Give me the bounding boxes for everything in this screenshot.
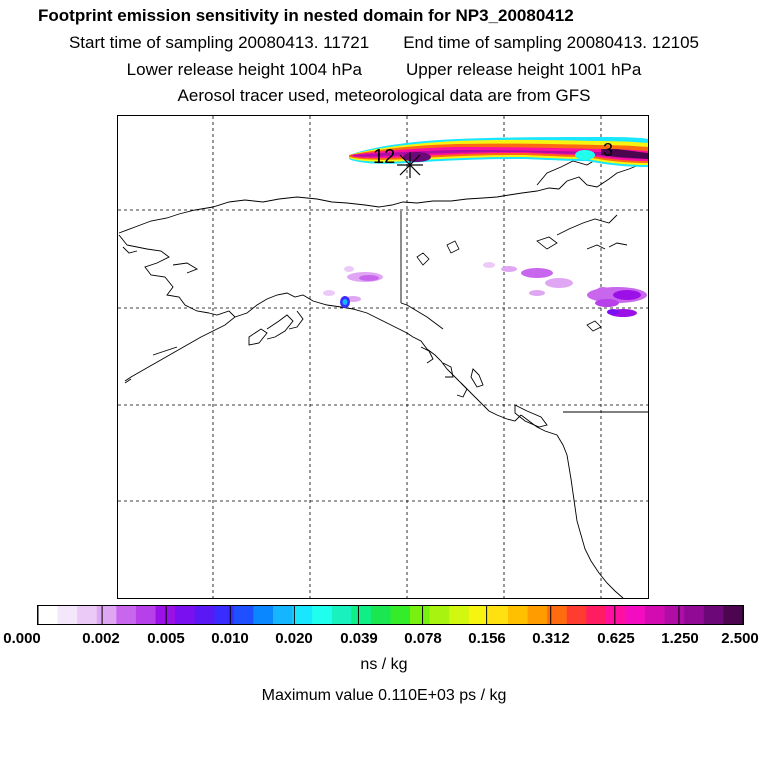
colorbar-swatch [96, 606, 117, 624]
colorbar-swatch [273, 606, 294, 624]
colorbar-swatch [684, 606, 705, 624]
map-panel: 12 3 [117, 115, 649, 599]
colorbar-swatch [508, 606, 529, 624]
sensitivity-blobs [323, 262, 647, 317]
colorbar-swatch [703, 606, 724, 624]
colorbar-tick-5: 0.039 [340, 630, 378, 647]
colorbar-swatch [664, 606, 685, 624]
colorbar-swatch [586, 606, 607, 624]
colorbar-tick-9: 0.625 [597, 630, 635, 647]
colorbar-swatch [566, 606, 587, 624]
colorbar-swatch [194, 606, 215, 624]
colorbar-units: ns / kg [360, 656, 408, 673]
colorbar-swatch [351, 606, 372, 624]
colorbar-tick-8: 0.312 [532, 630, 570, 647]
colorbar-swatch [57, 606, 78, 624]
colorbar-swatch [312, 606, 333, 624]
colorbar-swatch [625, 606, 646, 624]
release-marker [397, 152, 423, 178]
colorbar-swatch [390, 606, 411, 624]
lower-release-label: Lower release height 1004 hPa [126, 60, 362, 79]
colorbar-swatch [410, 606, 431, 624]
colorbar-frame [37, 605, 744, 625]
colorbar-tick-4: 0.020 [275, 630, 313, 647]
colorbar-swatch [645, 606, 666, 624]
colorbar-tick-7: 0.156 [468, 630, 506, 647]
colorbar-tick-1: 0.002 [82, 630, 120, 647]
tracer-note: Aerosol tracer used, meteorological data… [177, 86, 591, 105]
borders [400, 211, 648, 413]
lat-lon-grid [118, 116, 648, 598]
colorbar-swatch [253, 606, 274, 624]
colorbar-swatch [155, 606, 176, 624]
colorbar-swatch [292, 606, 313, 624]
end-time-label: End time of sampling 20080413. 12105 [403, 33, 700, 52]
colorbar-swatch [449, 606, 470, 624]
sampling-times: Start time of sampling 20080413. 11721 En… [0, 33, 768, 53]
release-heights: Lower release height 1004 hPa Upper relea… [0, 60, 768, 80]
colorbar-swatch [723, 606, 744, 624]
colorbar-tick-2: 0.005 [147, 630, 185, 647]
colorbar-tick-3: 0.010 [211, 630, 249, 647]
coastlines [118, 154, 649, 599]
colorbar-swatch [547, 606, 568, 624]
colorbar-swatch [488, 606, 509, 624]
maximum-value-label: Maximum value 0.110E+03 ps / kg [261, 687, 507, 704]
colorbar-swatch [214, 606, 235, 624]
color-scale-bar [37, 605, 744, 625]
colorbar-swatch [605, 606, 626, 624]
lakes [416, 236, 602, 332]
colorbar-tick-10: 1.250 [661, 630, 699, 647]
colorbar-swatch [233, 606, 254, 624]
plume-label-end: 3 [603, 140, 613, 160]
colorbar-tick-0: 0.000 [3, 630, 41, 647]
colorbar-swatch [116, 606, 137, 624]
colorbar-swatch [135, 606, 156, 624]
colorbar-tick-6: 0.078 [404, 630, 442, 647]
colorbar-swatch [77, 606, 98, 624]
start-time-label: Start time of sampling 20080413. 11721 [68, 33, 370, 52]
colorbar-swatch [468, 606, 489, 624]
plot-title: Footprint emission sensitivity in nested… [38, 6, 574, 25]
upper-release-label: Upper release height 1001 hPa [406, 60, 642, 79]
colorbar-swatch [175, 606, 196, 624]
colorbar-swatch [429, 606, 450, 624]
map-frame [117, 115, 649, 599]
colorbar-swatch [331, 606, 352, 624]
colorbar-swatch [527, 606, 548, 624]
colorbar-tick-11: 2.500 [721, 630, 759, 647]
sensitivity-plume [349, 137, 648, 167]
colorbar-swatch [370, 606, 391, 624]
plume-label-start: 12 [373, 146, 395, 168]
colorbar-swatch [38, 606, 59, 624]
